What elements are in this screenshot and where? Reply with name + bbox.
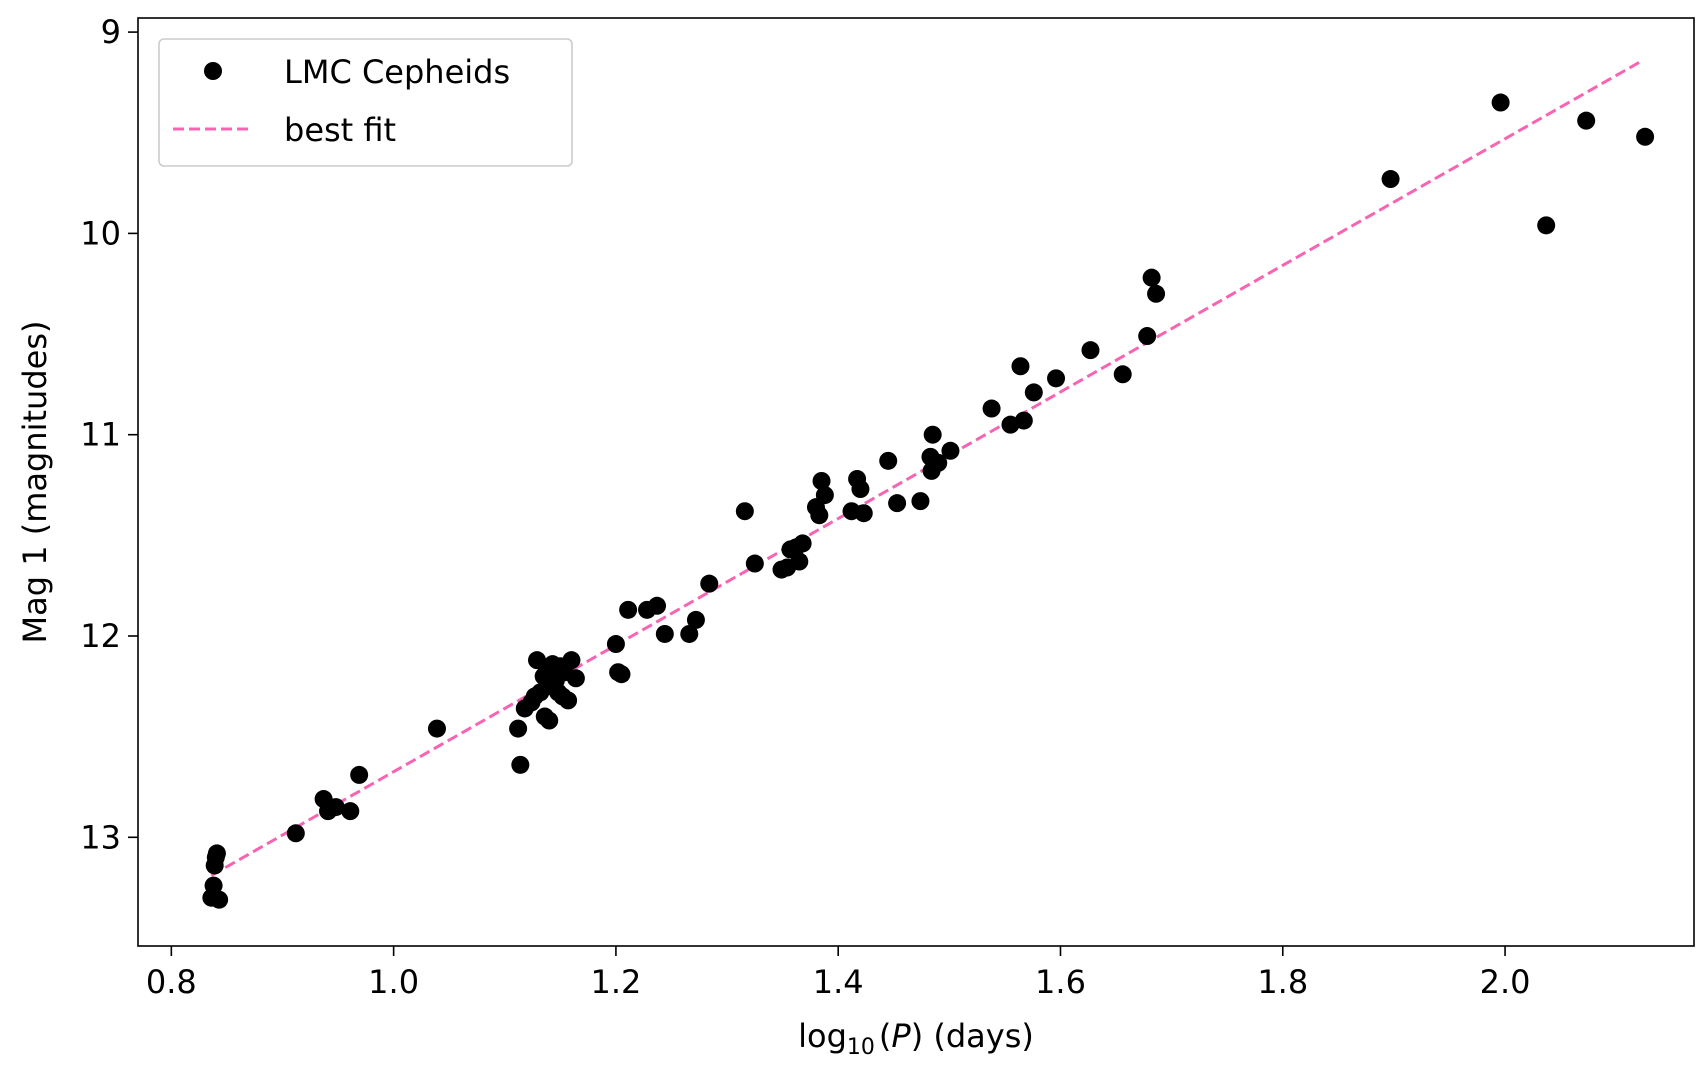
cepheid-point (341, 802, 360, 821)
cepheid-point (1636, 127, 1655, 146)
cepheid-point (509, 719, 528, 738)
cepheid-point (286, 824, 305, 843)
cepheid-point (204, 876, 223, 895)
cepheid-point (1577, 111, 1596, 130)
cepheid-point (326, 798, 345, 817)
cepheid-point (655, 624, 674, 643)
cepheid-point (680, 624, 699, 643)
cepheid-point (700, 574, 719, 593)
cepheid-point (790, 552, 809, 571)
y-tick-label: 12 (80, 617, 121, 655)
cepheid-point (1381, 170, 1400, 189)
cepheid-point (606, 635, 625, 654)
cepheid-point (1491, 93, 1510, 112)
cepheid-point (851, 480, 870, 499)
cepheid-point (854, 504, 873, 523)
cepheid-point (941, 441, 960, 460)
cepheid-point (1011, 357, 1030, 376)
legend-marker-cepheids (204, 62, 222, 80)
tick-layer: 0.8 1.0 1.2 1.4 1.6 1.8 2.0 9 10 11 12 13 (80, 13, 1530, 1001)
x-axis-label-log: log (798, 1017, 847, 1055)
x-tick-label: 2.0 (1480, 963, 1531, 1001)
x-axis-label: log10 (P) (days) (798, 1017, 1034, 1060)
cepheid-point (559, 691, 578, 710)
cepheid-point (210, 890, 229, 909)
cepheid-point (350, 765, 369, 784)
x-tick-label: 1.2 (590, 963, 641, 1001)
cepheid-point (1047, 369, 1066, 388)
cepheid-point (566, 669, 585, 688)
y-tick-label: 10 (80, 214, 121, 252)
x-axis-label-variable: P (891, 1017, 911, 1055)
cepheid-point (1014, 411, 1033, 430)
plot-frame (137, 17, 1695, 947)
x-tick-label: 1.6 (1035, 963, 1086, 1001)
x-axis-label-units: ) (days) (911, 1017, 1034, 1055)
cepheid-point (1081, 341, 1100, 360)
y-axis-label: Mag 1 (magnitudes) (16, 321, 54, 644)
cepheid-point (929, 453, 948, 472)
cepheid-point (879, 451, 898, 470)
cepheid-point (686, 610, 705, 629)
y-tick-label: 11 (80, 416, 121, 454)
cepheid-point (648, 596, 667, 615)
x-axis-label-open: ( (879, 1017, 891, 1055)
cepheid-point (612, 665, 631, 684)
cepheid-point (207, 844, 226, 863)
cepheid-point (735, 502, 754, 521)
cepheid-point (745, 554, 764, 573)
legend-box (158, 38, 573, 167)
y-tick-label: 13 (80, 818, 121, 856)
y-tick-label: 9 (101, 13, 121, 51)
x-tick-label: 1.8 (1257, 963, 1308, 1001)
x-tick-label: 0.8 (146, 963, 197, 1001)
cepheid-point (1537, 216, 1556, 235)
cepheid-point (1024, 383, 1043, 402)
legend-label-cepheids: LMC Cepheids (284, 53, 510, 91)
cepheid-point (982, 399, 1001, 418)
cepheid-point (1147, 284, 1166, 303)
cepheid-point (1113, 365, 1132, 384)
cepheid-point (793, 534, 812, 553)
legend-label-best-fit: best fit (284, 111, 396, 149)
cepheid-point (923, 425, 942, 444)
cepheid-point (619, 600, 638, 619)
x-axis-label-subscript: 10 (847, 1035, 875, 1060)
cepheid-point (911, 492, 930, 511)
cepheid-point (815, 486, 834, 505)
legend: LMC Cepheids best fit (158, 38, 573, 167)
cepheid-point (1142, 268, 1161, 287)
cepheid-point (810, 506, 829, 525)
cepheid-point (562, 651, 581, 670)
cepheid-point (427, 719, 446, 738)
cepheid-point (1138, 327, 1157, 346)
cepheid-point (812, 471, 831, 490)
cepheid-point (540, 711, 559, 730)
x-tick-label: 1.4 (813, 963, 864, 1001)
cepheid-point (511, 755, 530, 774)
cepheid-point (888, 494, 907, 513)
data-layer (202, 58, 1655, 909)
x-tick-label: 1.0 (368, 963, 419, 1001)
